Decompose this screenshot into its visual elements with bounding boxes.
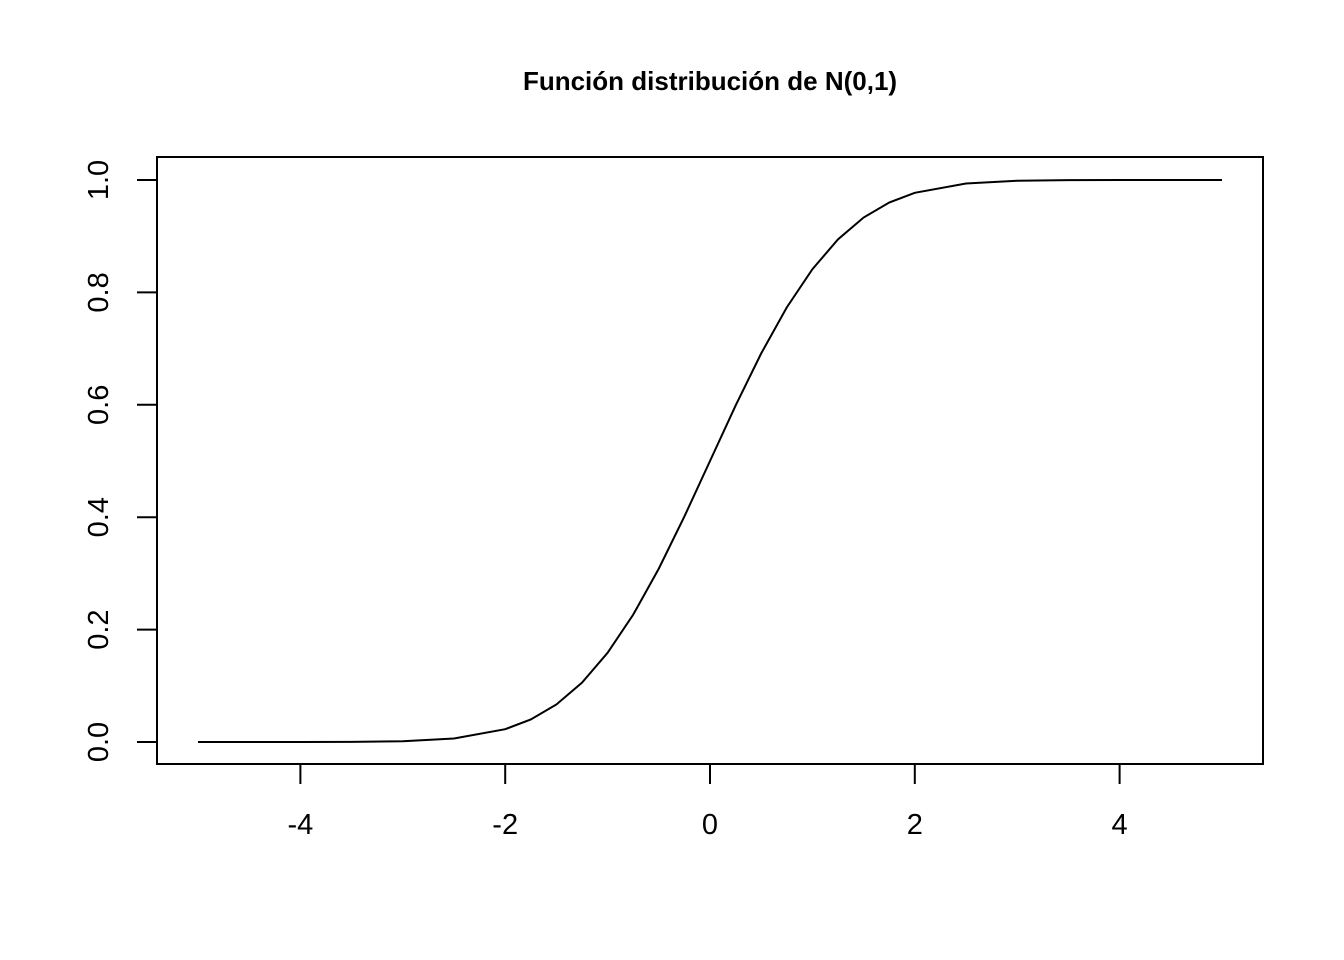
chart-title: Función distribución de N(0,1): [523, 66, 897, 96]
y-tick-label: 0.6: [83, 385, 115, 425]
y-tick-label: 0.8: [83, 272, 115, 312]
series-group: [198, 179, 1222, 743]
x-tick-label: -2: [492, 809, 518, 841]
x-tick-label: 2: [907, 809, 923, 841]
y-tick-label: 0.2: [83, 609, 115, 649]
x-tick-label: -4: [288, 809, 314, 841]
y-tick-label: 0.4: [83, 497, 115, 537]
x-tick-label: 4: [1112, 809, 1128, 841]
cdf-curve: [198, 179, 1222, 743]
y-tick-label: 1.0: [83, 160, 115, 200]
x-tick-label: 0: [702, 809, 718, 841]
x-axis: -4 -2 0 2 4: [288, 763, 1128, 841]
y-axis: 0.0 0.2 0.4 0.6 0.8 1.0: [83, 160, 158, 762]
y-tick-label: 0.0: [83, 722, 115, 762]
